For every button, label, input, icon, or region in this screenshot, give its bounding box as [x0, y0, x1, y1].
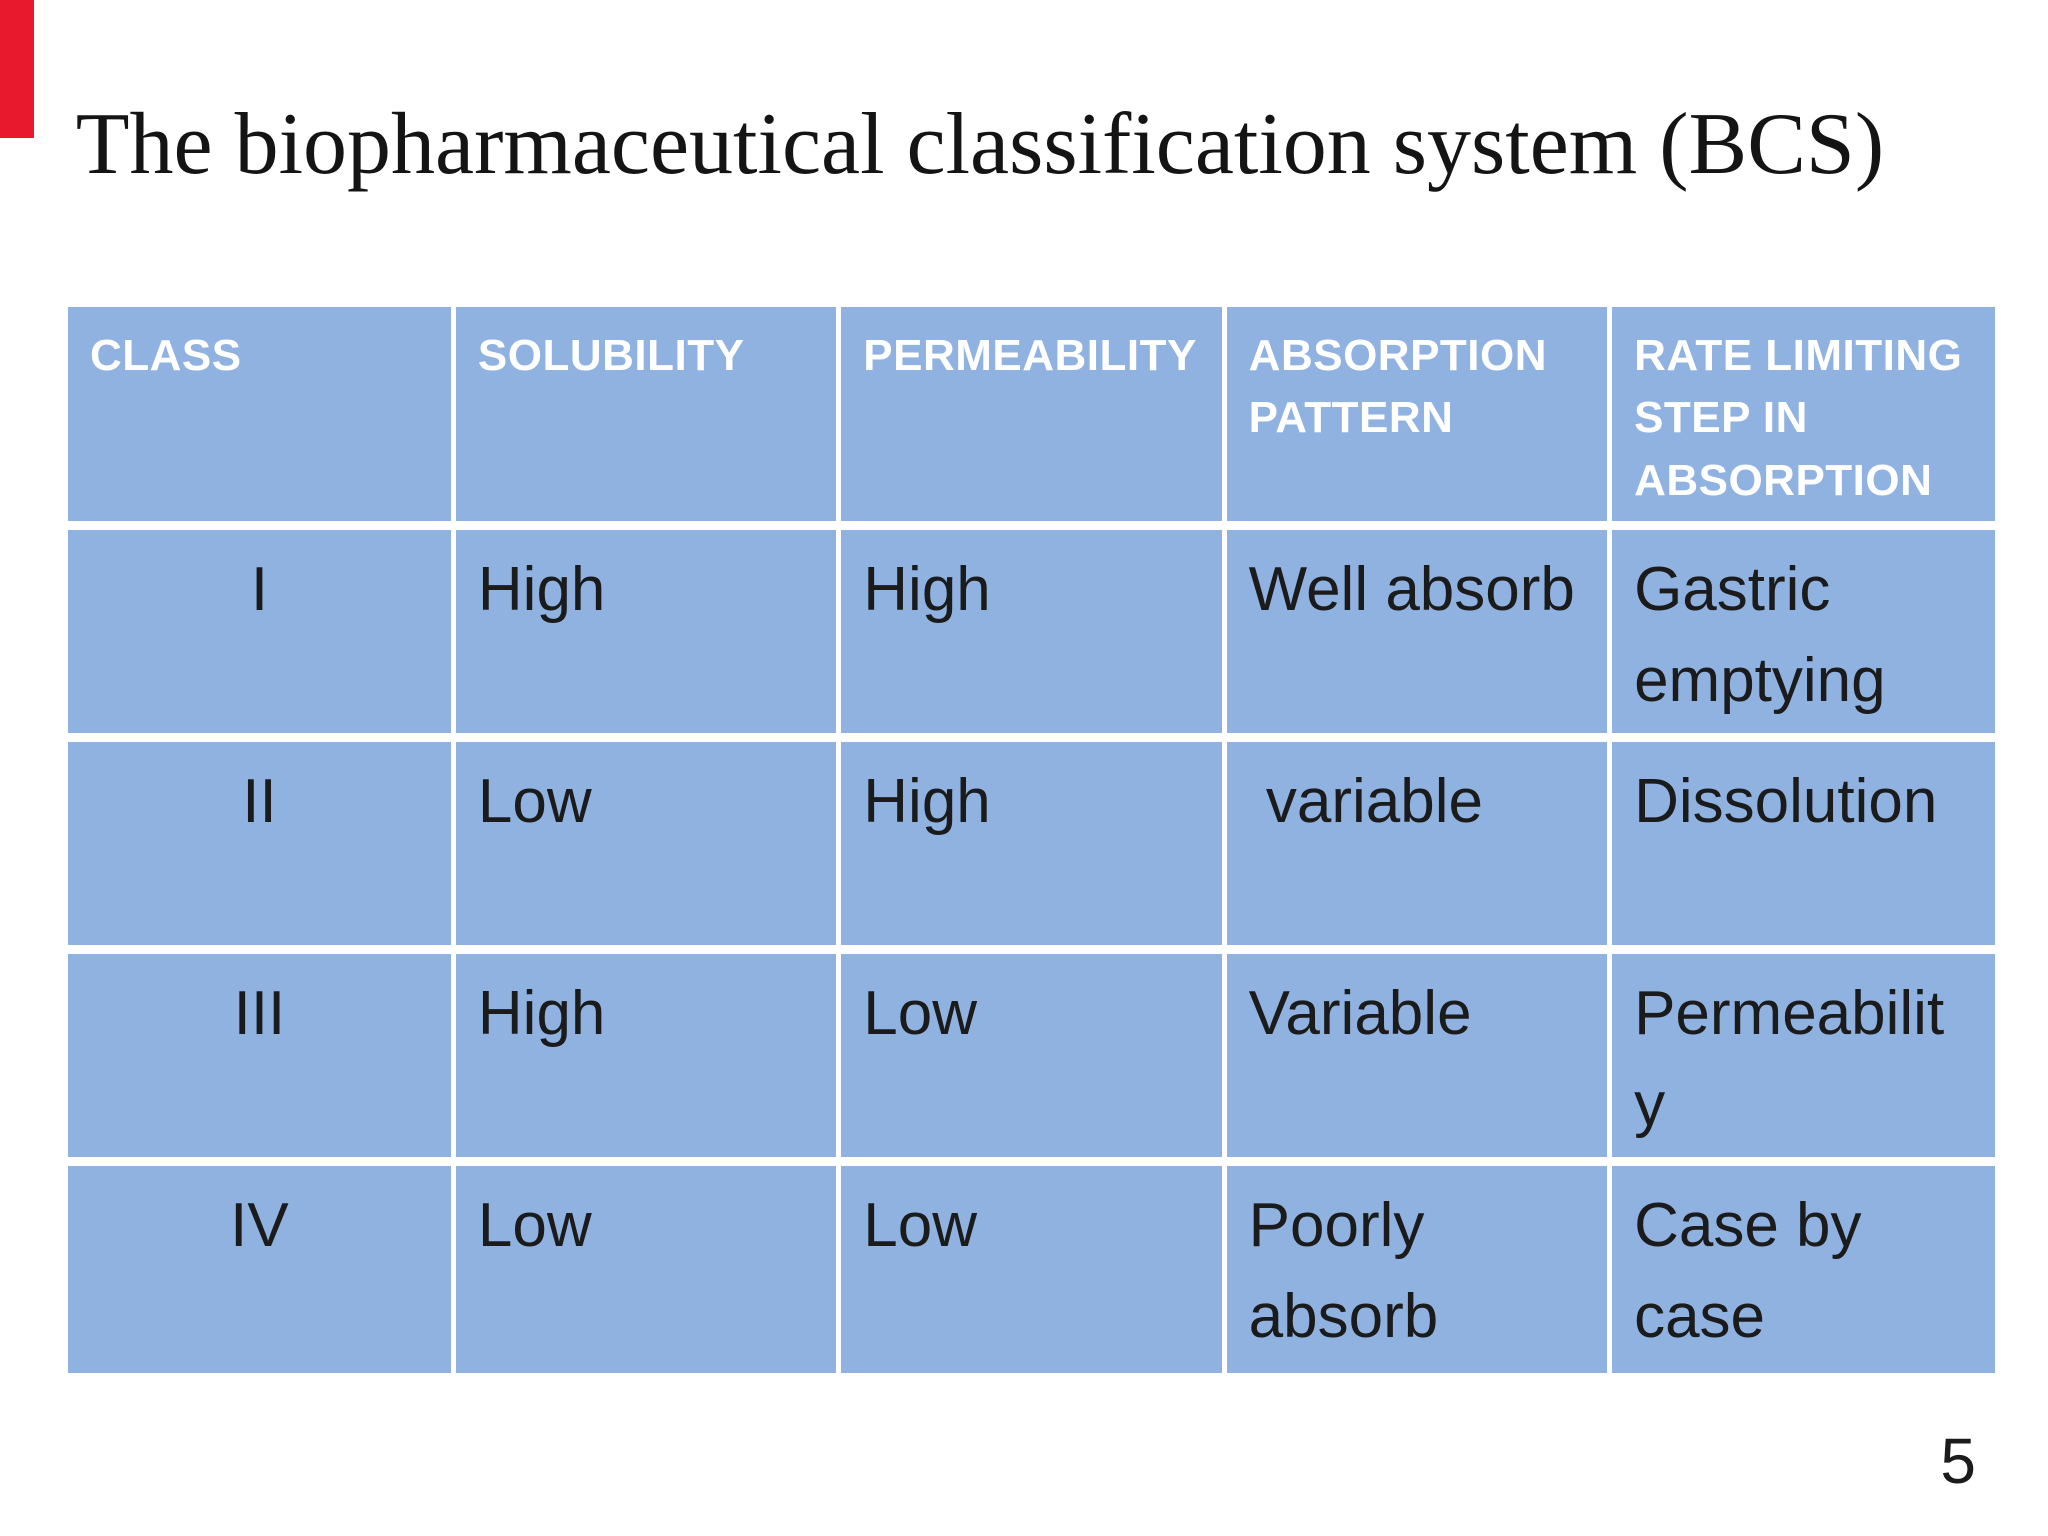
cell-solubility: High: [450, 944, 839, 1161]
cell-absorption-pattern: variable: [1221, 732, 1610, 949]
page-number: 5: [1940, 1425, 1976, 1497]
cell-solubility: Low: [450, 732, 839, 949]
column-header-permeability: PERMEABILITY: [836, 307, 1225, 525]
cell-solubility: Low: [450, 1156, 839, 1373]
cell-permeability: Low: [836, 1156, 1225, 1373]
cell-rate-limiting-step: Gastric emptying: [1607, 520, 1995, 737]
cell-class: II: [68, 732, 454, 949]
table-row: III High Low Variable Permeability: [68, 944, 1995, 1161]
table-row: I High High Well absorb Gastric emptying: [68, 520, 1995, 737]
cell-permeability: High: [836, 732, 1225, 949]
table-row: II Low High variable Dissolution: [68, 732, 1995, 949]
cell-class: I: [68, 520, 454, 737]
cell-absorption-pattern: Well absorb: [1221, 520, 1610, 737]
column-header-class: CLASS: [68, 307, 454, 525]
table-header-row: CLASS SOLUBILITY PERMEABILITY ABSORPTION…: [68, 307, 1995, 525]
slide-title: The biopharmaceutical classification sys…: [75, 95, 1885, 193]
cell-absorption-pattern: Poorly absorb: [1221, 1156, 1610, 1373]
column-header-absorption-pattern: ABSORPTION PATTERN: [1221, 307, 1610, 525]
column-header-rate-limiting-step: RATE LIMITING STEP IN ABSORPTION: [1607, 307, 1995, 525]
cell-rate-limiting-step: Case by case: [1607, 1156, 1995, 1373]
cell-rate-limiting-step: Dissolution: [1607, 732, 1995, 949]
cell-class: IV: [68, 1156, 454, 1373]
cell-absorption-pattern: Variable: [1221, 944, 1610, 1161]
cell-permeability: Low: [836, 944, 1225, 1161]
bcs-classification-table: CLASS SOLUBILITY PERMEABILITY ABSORPTION…: [68, 307, 1995, 1373]
cell-solubility: High: [450, 520, 839, 737]
table-row: IV Low Low Poorly absorb Case by case: [68, 1156, 1995, 1373]
red-accent-bar: [0, 0, 34, 138]
cell-permeability: High: [836, 520, 1225, 737]
cell-class: III: [68, 944, 454, 1161]
cell-rate-limiting-step: Permeability: [1607, 944, 1995, 1161]
column-header-solubility: SOLUBILITY: [450, 307, 839, 525]
